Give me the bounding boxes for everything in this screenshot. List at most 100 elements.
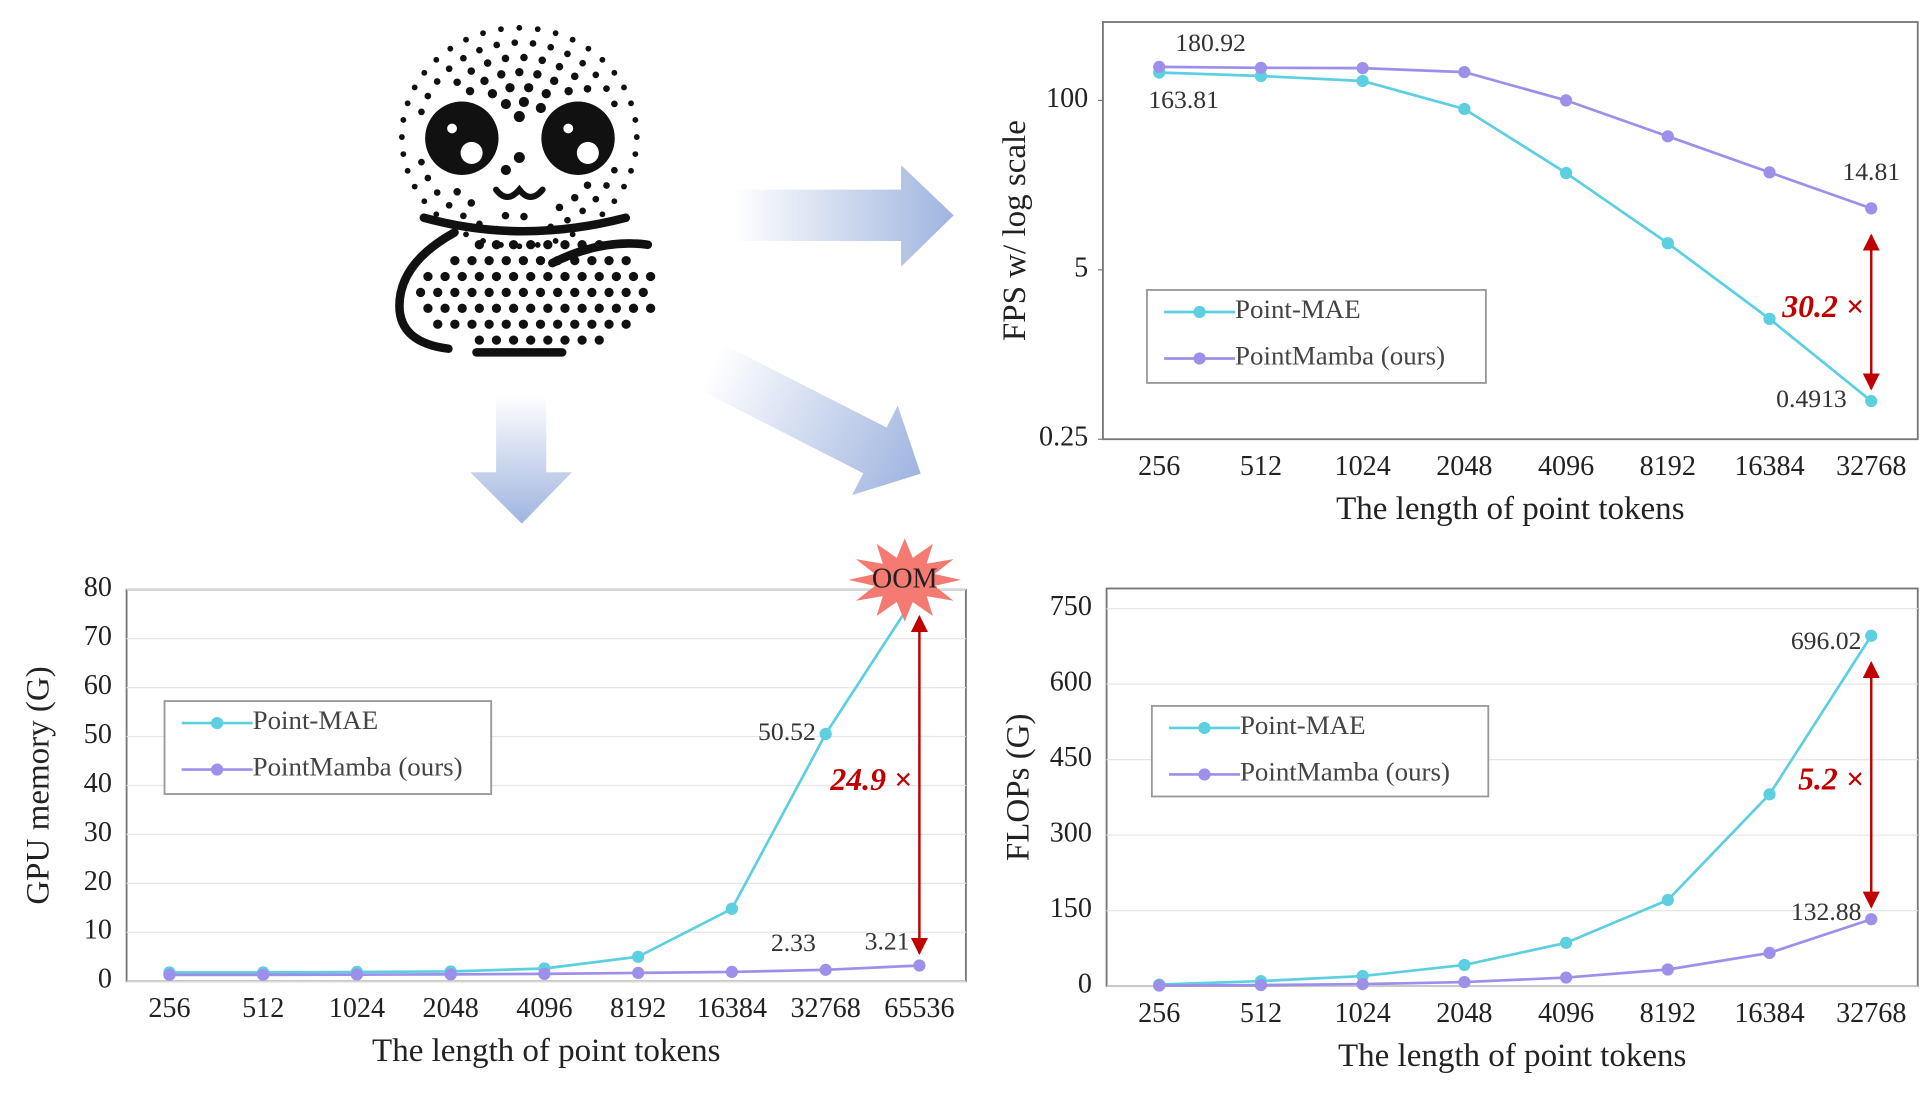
value-label: 180.92: [1175, 28, 1246, 57]
data-point: [1661, 893, 1674, 907]
arrow-diagonal: [699, 344, 921, 496]
mascot-dot: [526, 240, 536, 250]
mascot-dot: [621, 319, 631, 329]
mascot-dot: [453, 78, 461, 87]
mascot-dot: [645, 271, 656, 282]
oom-label: OOM: [872, 564, 938, 595]
mascot-eye-shine: [447, 123, 457, 134]
y-tick-label: 70: [84, 621, 112, 652]
mascot-mouth: [493, 184, 546, 200]
y-tick-label: 0: [1078, 969, 1092, 1000]
mascot-eye-shine: [576, 141, 599, 164]
mascot-dot: [511, 39, 519, 47]
y-tick-label: 300: [1050, 818, 1092, 849]
x-tick-label: 1024: [1335, 451, 1391, 482]
value-label: 0.4913: [1776, 384, 1847, 413]
mascot-dot: [570, 255, 580, 266]
annotation: 30.2 ×: [1781, 289, 1864, 324]
mascot-dot: [505, 83, 515, 93]
data-point: [1559, 166, 1573, 180]
mascot-dot: [508, 303, 519, 313]
mascot-dot: [398, 134, 405, 140]
x-tick-label: 256: [1138, 998, 1180, 1029]
y-tick-label: 10: [84, 915, 112, 946]
annotation: 24.9 ×: [829, 762, 912, 797]
mascot-dot: [445, 65, 453, 73]
mascot-dot: [487, 89, 498, 99]
mascot-dot: [633, 134, 640, 140]
mascot-dot: [501, 287, 511, 298]
data-point: [538, 967, 551, 980]
y-tick-label: 30: [84, 817, 112, 848]
x-tick-label: 16384: [697, 993, 767, 1024]
mascot-dot: [463, 36, 469, 43]
mascot-dot: [493, 41, 501, 49]
y-tick-label: 150: [1050, 893, 1092, 924]
data-point: [1356, 977, 1369, 991]
legend-label: PointMamba (ours): [1240, 757, 1450, 787]
mascot-dot: [518, 255, 529, 266]
mascot-dot: [501, 211, 510, 220]
mascot-dot: [560, 271, 570, 282]
mascot-dot: [560, 303, 570, 313]
mascot-dot: [543, 303, 553, 313]
mascot-dot: [547, 43, 555, 51]
mascot-dot: [564, 86, 573, 96]
mascot-dot: [594, 271, 604, 282]
mascot-dot: [484, 287, 494, 298]
mascot-dot: [564, 216, 571, 224]
x-tick-label: 16384: [1734, 998, 1804, 1029]
mascot-dot: [404, 167, 411, 174]
mascot-dot: [599, 211, 606, 218]
mascot-dot: [484, 319, 494, 329]
mascot-dot: [500, 164, 511, 176]
legend-label: PointMamba (ours): [1235, 341, 1445, 371]
mascot-dot: [418, 108, 425, 116]
mascot-dot: [518, 287, 529, 298]
mascot-dot: [518, 319, 529, 329]
arrow-right: [733, 165, 954, 267]
mascot-dot: [549, 76, 559, 86]
mascot-dot: [447, 45, 454, 52]
x-tick-label: 512: [1240, 998, 1282, 1029]
chart: 0.25 5 100 256 512 1024 2048 4096 8192 16384 32768…: [997, 21, 1919, 527]
mascot-dot: [628, 100, 634, 107]
mascot-dot: [498, 26, 504, 33]
y-tick-label: 50: [84, 719, 112, 750]
mascot-dot: [604, 319, 614, 329]
data-point: [1254, 61, 1268, 74]
mascot-dot: [638, 287, 648, 298]
x-tick-label: 8192: [1640, 998, 1696, 1029]
mascot-dot: [526, 271, 536, 282]
data-point: [1356, 74, 1369, 88]
mascot-eye: [425, 101, 499, 175]
mascot-dot: [418, 158, 425, 166]
data-point: [819, 727, 832, 741]
mascot-dot: [433, 319, 443, 329]
x-tick-label: 256: [1138, 451, 1180, 482]
data-point: [444, 968, 457, 981]
series-line: [1159, 917, 1872, 987]
mascot-dot: [535, 287, 546, 298]
data-point: [1458, 958, 1471, 972]
mascot-dot: [555, 203, 564, 212]
mascot-dot: [483, 59, 492, 67]
mascot-dot: [450, 287, 460, 298]
mascot-dot: [604, 255, 614, 266]
mascot-dot: [421, 69, 428, 76]
mascot-dot: [592, 71, 600, 79]
legend-box: [163, 700, 493, 795]
data-point: [1153, 60, 1166, 74]
mascot-dot: [516, 24, 523, 31]
mascot-dot: [585, 45, 592, 52]
mascot-dot: [440, 303, 450, 313]
mascot-dot: [433, 78, 441, 85]
mascot-dot: [579, 207, 586, 215]
y-tick-label: 100: [1046, 83, 1088, 114]
mascot-dot: [604, 287, 614, 298]
y-axis-title: GPU memory (G): [21, 666, 57, 904]
mascot-dot: [440, 271, 450, 282]
mascot-dot: [467, 67, 476, 75]
legend-marker: [1198, 721, 1211, 735]
data-point: [1763, 946, 1776, 960]
